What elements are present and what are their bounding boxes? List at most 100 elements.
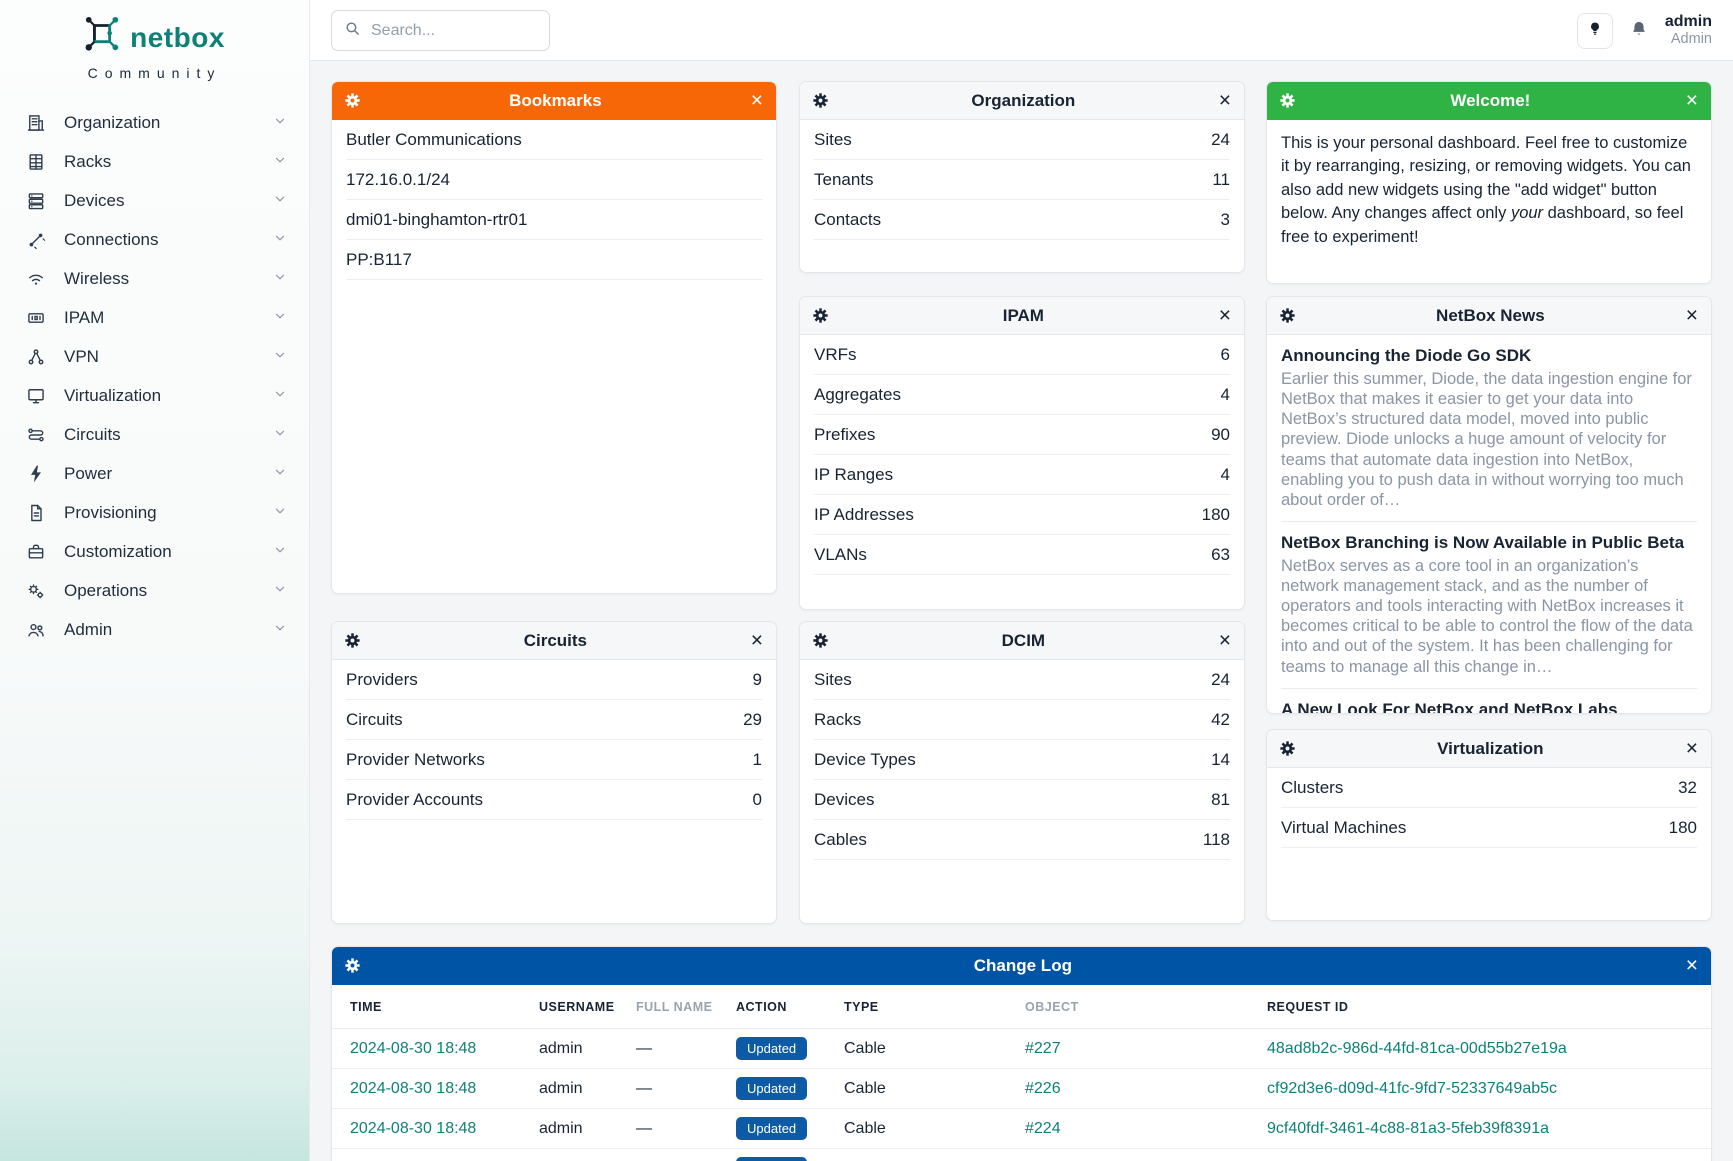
search-input[interactable] <box>371 21 537 40</box>
widget-close-button[interactable]: × <box>751 630 763 651</box>
change-time-link[interactable]: 2024-08-30 18:48 <box>350 1079 477 1097</box>
count-row[interactable]: Prefixes 90 <box>814 415 1230 455</box>
change-object-link[interactable]: #224 <box>1025 1119 1061 1137</box>
sidebar-item-connections[interactable]: Connections <box>0 220 309 259</box>
change-full-name: — <box>636 1039 652 1057</box>
bookmark-item[interactable]: 172.16.0.1/24 <box>346 160 762 200</box>
count-row[interactable]: Providers 9 <box>346 660 762 700</box>
count-row[interactable]: Aggregates 4 <box>814 375 1230 415</box>
sidebar-item-customization[interactable]: Customization <box>0 532 309 571</box>
widget-config-button[interactable] <box>1280 741 1295 756</box>
count-row[interactable]: Provider Networks 1 <box>346 740 762 780</box>
widget-close-button[interactable]: × <box>1219 630 1231 651</box>
widget-header: DCIM × <box>800 622 1244 660</box>
theme-toggle-button[interactable] <box>1576 12 1613 49</box>
count-row[interactable]: VLANs 63 <box>814 535 1230 575</box>
chevron-down-icon <box>273 581 287 601</box>
change-time-link[interactable]: 2024-08-30 18:48 <box>350 1119 477 1137</box>
widget-header: Welcome! × <box>1267 82 1711 120</box>
widget-config-button[interactable] <box>813 633 828 648</box>
count-row[interactable]: Cables 118 <box>814 820 1230 860</box>
change-full-name: — <box>636 1079 652 1097</box>
sidebar-item-racks[interactable]: Racks <box>0 142 309 181</box>
change-request-id-link[interactable]: 9cf40fdf-3461-4c88-81a3-5feb39f8391a <box>1267 1119 1549 1137</box>
widget-config-button[interactable] <box>813 308 828 323</box>
sidebar-item-wireless[interactable]: Wireless <box>0 259 309 298</box>
widget-close-button[interactable]: × <box>1686 305 1698 326</box>
sidebar-item-label: Devices <box>64 190 125 210</box>
bookmark-item[interactable]: Butler Communications <box>346 120 762 160</box>
count-row[interactable]: Contacts 3 <box>814 200 1230 240</box>
widget-close-button[interactable]: × <box>1219 305 1231 326</box>
sidebar-item-circuits[interactable]: Circuits <box>0 415 309 454</box>
count-label: Contacts <box>814 209 882 229</box>
brand[interactable]: netbox Community <box>0 0 309 81</box>
news-item-title[interactable]: NetBox Branching is Now Available in Pub… <box>1281 532 1685 552</box>
count-row[interactable]: Provider Accounts 0 <box>346 780 762 820</box>
widget-config-button[interactable] <box>813 93 828 108</box>
change-type: Cable <box>844 1160 1025 1161</box>
widget-netbox-news: NetBox News × Announcing the Diode Go SD… <box>1266 296 1712 714</box>
count-row[interactable]: Circuits 29 <box>346 700 762 740</box>
count-label: Clusters <box>1281 777 1344 797</box>
widget-config-button[interactable] <box>1280 93 1295 108</box>
widget-close-button[interactable]: × <box>1686 90 1698 111</box>
document-icon <box>26 502 48 524</box>
sidebar-item-power[interactable]: Power <box>0 454 309 493</box>
widget-config-button[interactable] <box>345 93 360 108</box>
column-header-username: USERNAME <box>539 999 615 1014</box>
close-icon: × <box>1218 629 1231 652</box>
sidebar-item-devices[interactable]: Devices <box>0 181 309 220</box>
count-label: Cables <box>814 829 867 849</box>
changelog-row: 2024-08-30 18:48 admin — Updated Cable #… <box>332 1069 1711 1109</box>
widget-close-button[interactable]: × <box>751 90 763 111</box>
sidebar-item-vpn[interactable]: VPN <box>0 337 309 376</box>
close-icon: × <box>1218 304 1231 327</box>
sidebar-item-virtualization[interactable]: Virtualization <box>0 376 309 415</box>
sidebar-item-operations[interactable]: Operations <box>0 571 309 610</box>
news-item-title[interactable]: Announcing the Diode Go SDK <box>1281 346 1532 365</box>
count-row[interactable]: Sites 24 <box>814 120 1230 160</box>
count-row[interactable]: VRFs 6 <box>814 335 1230 375</box>
wifi-icon <box>26 268 48 290</box>
count-row[interactable]: Device Types 14 <box>814 740 1230 780</box>
widget-close-button[interactable]: × <box>1686 955 1698 976</box>
notifications-button[interactable] <box>1629 19 1649 42</box>
count-row[interactable]: Tenants 11 <box>814 160 1230 200</box>
count-row[interactable]: Racks 42 <box>814 700 1230 740</box>
count-row[interactable]: IP Addresses 180 <box>814 495 1230 535</box>
count-row[interactable]: IP Ranges 4 <box>814 455 1230 495</box>
change-object-link[interactable]: #227 <box>1025 1039 1061 1057</box>
sidebar-item-organization[interactable]: Organization <box>0 103 309 142</box>
count-value: 180 <box>1668 817 1697 837</box>
count-row[interactable]: Clusters 32 <box>1281 768 1697 808</box>
change-request-id-link[interactable]: 48ad8b2c-986d-44fd-81ca-00d55b27e19a <box>1267 1039 1567 1057</box>
change-object-link[interactable]: #224 <box>1025 1160 1267 1161</box>
widget-config-button[interactable] <box>1280 308 1295 323</box>
sidebar-item-ipam[interactable]: IPAM <box>0 298 309 337</box>
count-row[interactable]: Devices 81 <box>814 780 1230 820</box>
news-item-title[interactable]: A New Look For NetBox and NetBox Labs <box>1281 699 1618 714</box>
close-icon: × <box>1685 304 1698 327</box>
building-icon <box>26 112 48 134</box>
widget-close-button[interactable]: × <box>1219 90 1231 111</box>
change-time-link[interactable]: 2024-08-30 18:47 <box>350 1160 539 1161</box>
sidebar-item-provisioning[interactable]: Provisioning <box>0 493 309 532</box>
count-row[interactable]: Virtual Machines 180 <box>1281 808 1697 848</box>
sidebar-item-admin[interactable]: Admin <box>0 610 309 649</box>
count-row[interactable]: Sites 24 <box>814 660 1230 700</box>
count-value: 81 <box>1211 789 1230 809</box>
widget-config-button[interactable] <box>345 958 360 973</box>
user-menu[interactable]: admin Admin <box>1665 12 1712 49</box>
change-request-id-link[interactable]: cf92d3e6-d09d-41fc-9fd7-52337649ab5c <box>1267 1079 1558 1097</box>
change-object-link[interactable]: #226 <box>1025 1079 1061 1097</box>
change-request-id-link[interactable]: 7c3c4c3a-ccc9-47f2-9066-f90391c907c2 <box>1267 1160 1693 1161</box>
widget-config-button[interactable] <box>345 633 360 648</box>
bookmark-item[interactable]: PP:B117 <box>346 240 762 280</box>
sidebar-item-label: Customization <box>64 541 172 561</box>
close-icon: × <box>1218 89 1231 112</box>
change-time-link[interactable]: 2024-08-30 18:48 <box>350 1039 477 1057</box>
widget-close-button[interactable]: × <box>1686 738 1698 759</box>
bookmark-item[interactable]: dmi01-binghamton-rtr01 <box>346 200 762 240</box>
changelog-row: 2024-08-30 18:47 admin — Updated Cable #… <box>332 1149 1711 1161</box>
